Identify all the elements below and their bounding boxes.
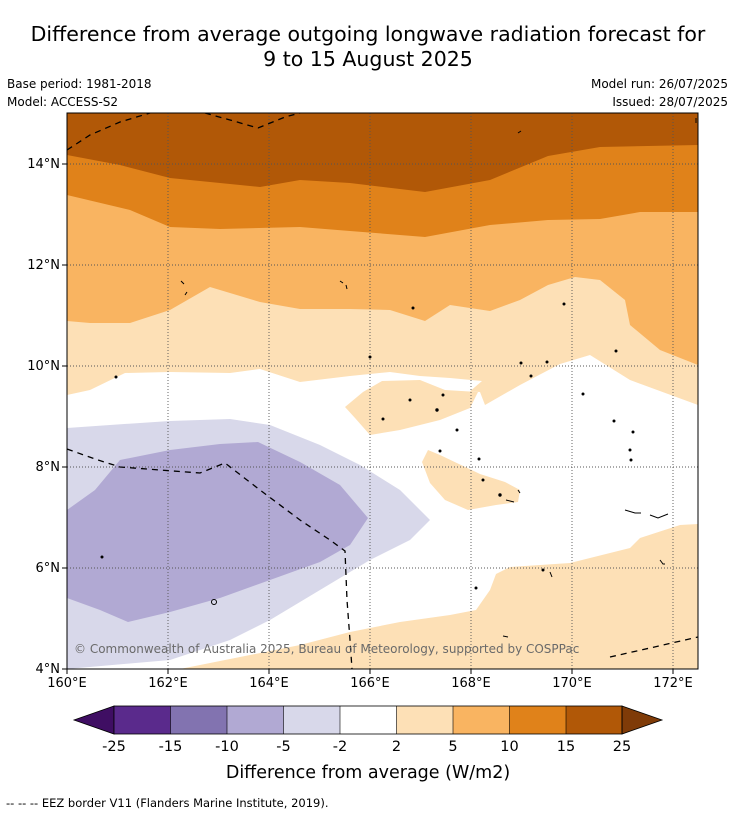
lon-label: 172°E bbox=[653, 676, 693, 691]
meta-left: Base period: 1981-2018 Model: ACCESS-S2 bbox=[7, 75, 152, 111]
colorbar-extend-high bbox=[621, 705, 664, 735]
lon-label: 162°E bbox=[148, 676, 188, 691]
lat-label: 6°N bbox=[36, 561, 61, 576]
lat-label: 4°N bbox=[36, 662, 61, 677]
model-name: Model: ACCESS-S2 bbox=[7, 95, 119, 109]
eez-border bbox=[67, 113, 698, 669]
patch-positive-central bbox=[345, 380, 478, 435]
lat-label: 12°N bbox=[27, 258, 60, 273]
lat-label: 10°N bbox=[27, 359, 60, 374]
issued-date: Issued: 28/07/2025 bbox=[612, 95, 728, 109]
chart-title: Difference from average outgoing longwav… bbox=[0, 22, 736, 72]
band-neg-5-10 bbox=[67, 442, 368, 622]
colorbar-tick-label: -10 bbox=[215, 739, 239, 755]
colorbar-tick-label: 10 bbox=[500, 739, 518, 755]
model-run: Model run: 26/07/2025 bbox=[590, 77, 728, 91]
anomaly-field bbox=[67, 113, 698, 669]
lon-label: 170°E bbox=[552, 676, 592, 691]
colorbar-swatch bbox=[396, 706, 453, 734]
colorbar: -25 -15 -10 -5 -2 2 5 10 15 25 Differenc… bbox=[72, 705, 664, 783]
lon-label: 164°E bbox=[249, 676, 289, 691]
meta-right: Model run: 26/07/2025 Issued: 28/07/2025 bbox=[591, 75, 728, 111]
colorbar-tick-label: -2 bbox=[333, 739, 347, 755]
title-line-2: 9 to 15 August 2025 bbox=[263, 47, 473, 71]
colorbar-title: Difference from average (W/m2) bbox=[226, 763, 510, 783]
colorbar-tick-label: -5 bbox=[276, 739, 290, 755]
colorbar-swatch bbox=[453, 706, 510, 734]
lon-label: 166°E bbox=[350, 676, 390, 691]
graticule bbox=[67, 113, 698, 669]
lat-label: 14°N bbox=[27, 157, 60, 172]
colorbar-tick-label: 2 bbox=[392, 739, 401, 755]
lat-label: 8°N bbox=[36, 460, 61, 475]
colorbar-tick-label: 5 bbox=[448, 739, 457, 755]
lon-label: 160°E bbox=[47, 676, 87, 691]
eez-footnote: -- -- -- EEZ border V11 (Flanders Marine… bbox=[6, 796, 329, 810]
map-figure: © Commonwealth of Australia 2025, Bureau… bbox=[27, 112, 699, 783]
colorbar-swatch bbox=[283, 706, 340, 734]
title-line-1: Difference from average outgoing longwav… bbox=[30, 22, 706, 46]
islands bbox=[100, 118, 697, 638]
base-period: Base period: 1981-2018 bbox=[7, 77, 152, 91]
lat-axis: 14°N 12°N 10°N 8°N 6°N 4°N bbox=[27, 157, 67, 677]
colorbar-extend-low bbox=[72, 705, 115, 735]
copyright-notice: © Commonwealth of Australia 2025, Bureau… bbox=[74, 642, 579, 656]
colorbar-tick-label: -15 bbox=[159, 739, 183, 755]
colorbar-tick-label: 25 bbox=[613, 739, 631, 755]
colorbar-swatch bbox=[170, 706, 227, 734]
colorbar-swatch bbox=[114, 706, 171, 734]
lon-label: 168°E bbox=[451, 676, 491, 691]
colorbar-swatch bbox=[340, 706, 397, 734]
colorbar-swatch bbox=[509, 706, 566, 734]
colorbar-swatch bbox=[227, 706, 284, 734]
map-frame bbox=[66, 112, 699, 670]
lon-axis: 160°E 162°E 164°E 166°E 168°E 170°E 172°… bbox=[47, 669, 693, 691]
colorbar-swatch bbox=[566, 706, 622, 734]
colorbar-tick-label: 15 bbox=[557, 739, 575, 755]
colorbar-tick-label: -25 bbox=[102, 739, 126, 755]
